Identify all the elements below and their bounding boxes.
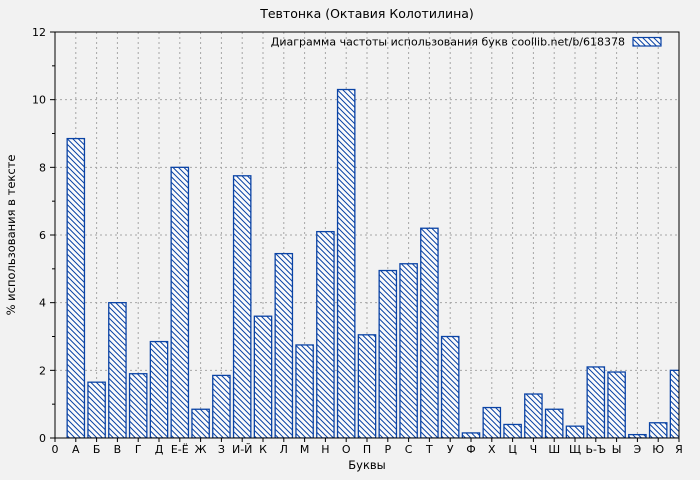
x-tick-label: Х [488,443,496,456]
bar-hatch [128,373,148,438]
x-tick-label: Ч [530,443,538,456]
x-tick-label: Г [135,443,142,456]
x-tick-label: М [300,443,310,456]
bar-hatch [524,393,543,438]
x-tick-label: Б [93,443,101,456]
y-tick-label: 2 [39,364,46,377]
x-tick-label: С [405,443,413,456]
x-tick-label: У [447,443,454,456]
bar-hatch [149,340,169,438]
x-tick-label: Ф [466,443,475,456]
chart-title: Тевтонка (Октавия Колотилина) [259,6,474,21]
x-tick-label: Е-Ё [171,443,189,456]
bar-hatch [232,175,252,438]
bar-hatch [108,302,127,438]
bar-hatch [440,335,460,438]
x-tick-label: Ж [195,443,207,456]
bar-hatch [607,371,626,438]
x-tick-label: Д [155,443,164,456]
x-tick-label: О [342,443,351,456]
bar-hatch [316,230,335,438]
bar-hatch [274,252,294,438]
x-tick-label: Я [675,443,683,456]
bar-hatch [378,269,398,438]
bar-hatch [628,433,647,438]
y-axis-title: % использования в тексте [4,155,18,316]
x-tick-label: З [218,443,225,456]
y-tick-label: 4 [39,297,46,310]
x-tick-label: В [114,443,122,456]
x-tick-label: 0 [52,443,59,456]
bar-hatch [87,381,106,438]
y-tick-label: 6 [39,229,46,242]
x-tick-label: Ш [548,443,560,456]
bar-hatch [170,166,190,438]
bar-hatch [295,344,314,438]
x-axis-title: Буквы [348,458,386,472]
x-tick-label: Ь-Ъ [585,443,606,456]
bar-hatch [586,366,606,438]
x-tick-label: Л [280,443,288,456]
legend-swatch-hatch [632,36,662,47]
bar-hatch [336,88,356,438]
legend: Диаграмма частоты использования букв coo… [271,36,662,49]
axes: 0 А Б В Г Д Е-Ё Ж З И-Й К Л М Н О П Р С Т У Ф Х Ц Ч Ш Щ Ь-Ъ Ы Э Ю Я024… [32,26,683,456]
x-tick-label: И-Й [232,443,252,456]
x-tick-label: Э [634,443,642,456]
bar-hatch [461,432,481,438]
bar-hatch [420,227,439,438]
x-tick-label: П [363,443,371,456]
y-tick-label: 8 [39,161,46,174]
x-tick-label: Т [425,443,433,456]
bars [66,88,679,438]
x-tick-label: Н [321,443,329,456]
bar-hatch [357,334,377,438]
x-tick-label: Ю [652,443,664,456]
y-tick-label: 12 [32,26,46,39]
bar-hatch [191,408,210,438]
bar-hatch [565,425,585,438]
bar-hatch [399,263,418,438]
x-tick-label: Р [384,443,391,456]
x-tick-label: А [72,443,80,456]
x-tick-label: Щ [569,443,581,456]
bar-hatch [253,315,273,438]
bar-hatch [66,137,86,438]
legend-swatch [632,36,662,47]
bar-hatch [503,423,522,438]
y-tick-label: 10 [32,94,46,107]
legend-label: Диаграмма частоты использования букв coo… [271,36,625,49]
bar-hatch [212,374,231,438]
x-tick-label: К [259,443,267,456]
x-tick-label: Ы [612,443,622,456]
x-tick-label: Ц [508,443,517,456]
bar-hatch [648,422,668,438]
bar-hatch [544,408,564,438]
bar-hatch [482,406,502,438]
y-tick-label: 0 [39,432,46,445]
